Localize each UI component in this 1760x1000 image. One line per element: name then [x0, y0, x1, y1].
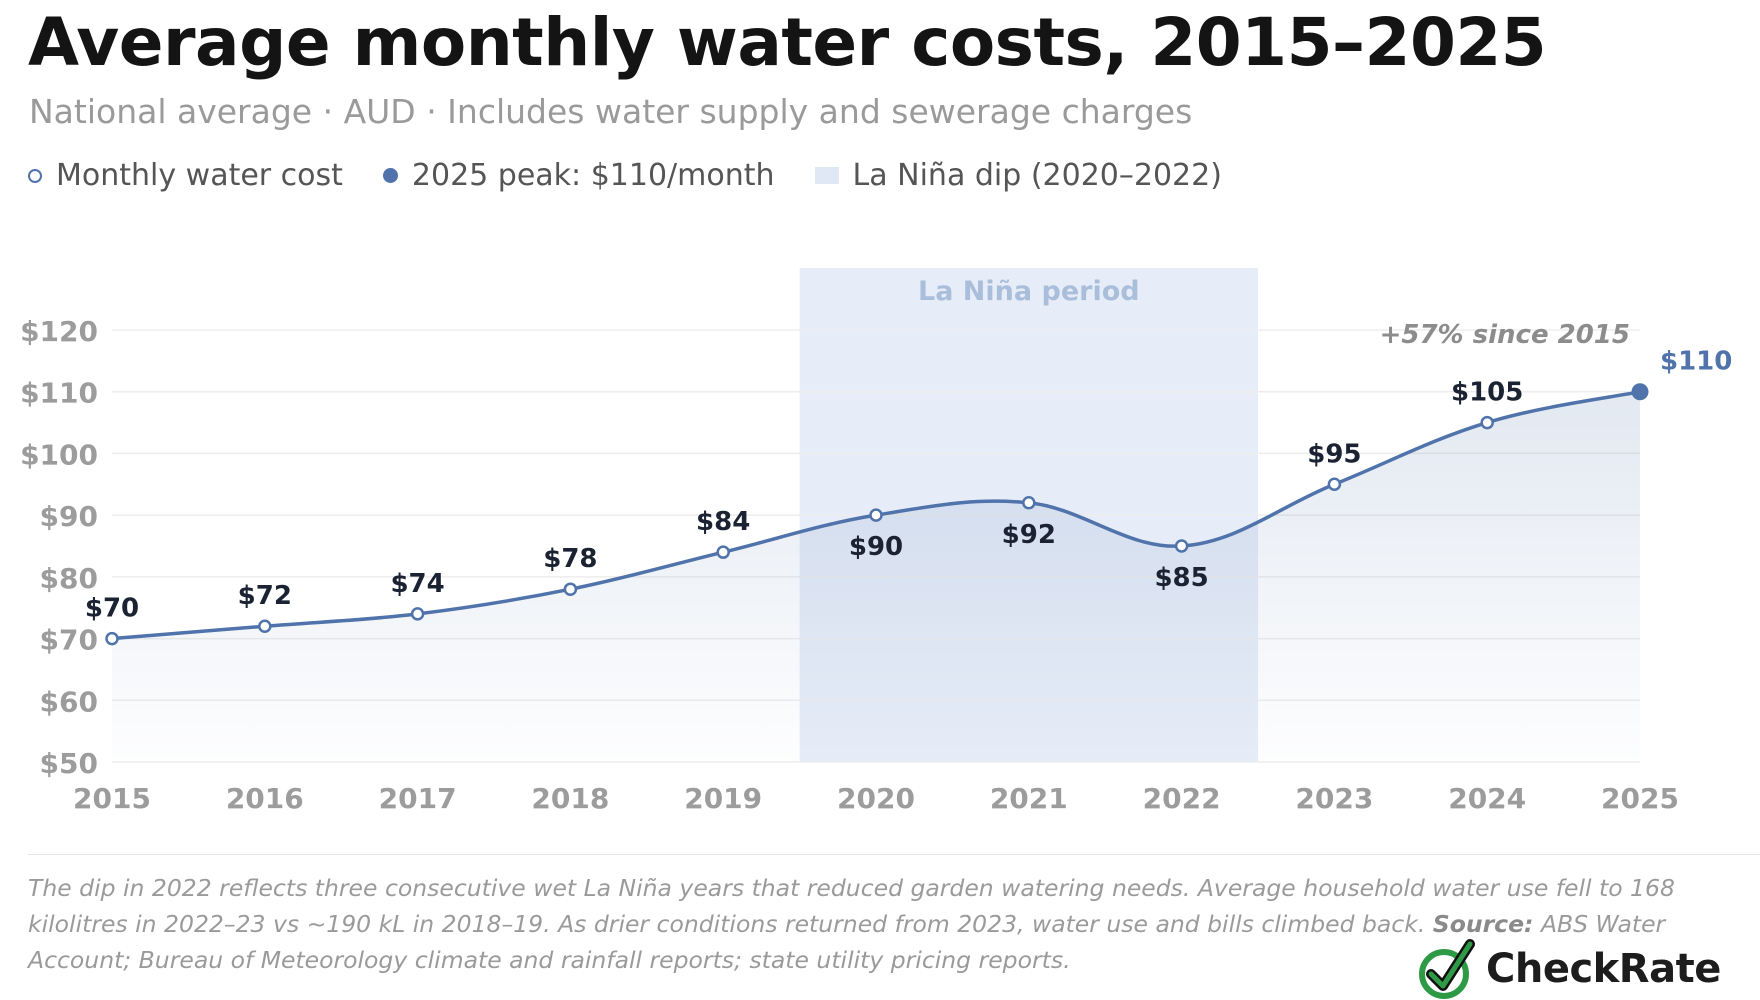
data-point: [869, 508, 883, 522]
x-tick-label: 2022: [1143, 782, 1221, 815]
x-tick-label: 2016: [226, 782, 304, 815]
band-swatch-icon: [814, 167, 839, 184]
legend-peak-label: 2025 peak: $110/month: [411, 158, 775, 193]
y-tick-label: $70: [40, 624, 98, 657]
x-tick-label: 2017: [379, 782, 457, 815]
peak-point: [1631, 383, 1649, 401]
filled-dot-icon: [382, 168, 398, 183]
y-tick-label: $90: [40, 500, 98, 533]
x-tick-label: 2020: [837, 782, 915, 815]
y-tick-label: $50: [40, 747, 98, 780]
series-area: [112, 391, 1640, 762]
data-point: [258, 619, 272, 633]
data-label: $70: [85, 594, 139, 624]
x-tick-label: 2025: [1601, 782, 1679, 815]
data-label: $92: [1002, 520, 1056, 550]
x-tick-label: 2021: [990, 782, 1068, 815]
data-label: $85: [1154, 563, 1208, 593]
legend-band-label: La Niña dip (2020–2022): [852, 158, 1222, 193]
source-label: Source:: [1432, 910, 1534, 938]
y-tick-label: $110: [20, 377, 98, 410]
brand-name: CheckRate: [1486, 946, 1721, 992]
data-label: $90: [849, 532, 903, 562]
data-point: [716, 545, 730, 559]
footnote: The dip in 2022 reflects three consecuti…: [28, 870, 1708, 978]
data-point: [1327, 477, 1342, 492]
brand-logo: CheckRate: [1418, 938, 1721, 1000]
data-point: [105, 631, 119, 646]
chart-title: Average monthly water costs, 2015–2025: [28, 4, 1547, 81]
footnote-text: The dip in 2022 reflects three consecuti…: [28, 874, 1675, 938]
band-label: La Niña period: [918, 276, 1140, 307]
data-label: $78: [543, 544, 597, 574]
x-tick-label: 2023: [1295, 782, 1373, 815]
peak-data-label: $110: [1660, 347, 1732, 377]
data-point: [563, 582, 578, 596]
y-tick-label: $60: [40, 685, 98, 718]
legend: Monthly water cost 2025 peak: $110/month…: [28, 158, 1262, 193]
hollow-dot-icon: [28, 168, 42, 183]
legend-series-label: Monthly water cost: [56, 158, 343, 193]
x-tick-label: 2024: [1448, 782, 1526, 815]
data-label: $95: [1307, 439, 1361, 469]
legend-item-series: Monthly water cost: [28, 158, 343, 193]
data-label: $105: [1451, 378, 1523, 408]
x-tick-label: 2019: [684, 782, 762, 815]
x-tick-label: 2015: [73, 782, 151, 815]
line-chart: La Niña period$50$60$70$80$90$100$110$12…: [20, 268, 1732, 815]
checkmark-circle-icon: [1419, 939, 1475, 999]
divider: [28, 854, 1760, 855]
data-point: [410, 607, 425, 621]
source-text: ABS Water Account; Bureau of Meteorology…: [28, 910, 1666, 974]
data-label: $72: [238, 581, 292, 611]
chart-subtitle: National average · AUD · Includes water …: [29, 92, 1193, 131]
growth-annotation: +57% since 2015: [1380, 320, 1630, 350]
data-point: [1174, 539, 1189, 553]
data-point: [1480, 415, 1494, 430]
data-point: [1022, 496, 1036, 510]
y-tick-label: $120: [20, 315, 98, 348]
legend-item-peak: 2025 peak: $110/month: [382, 158, 775, 193]
data-label: $74: [390, 569, 444, 599]
legend-item-band: La Niña dip (2020–2022): [814, 158, 1222, 193]
y-tick-label: $100: [20, 438, 98, 471]
data-label: $84: [696, 507, 750, 537]
x-tick-label: 2018: [531, 782, 609, 815]
y-tick-label: $80: [40, 562, 98, 595]
